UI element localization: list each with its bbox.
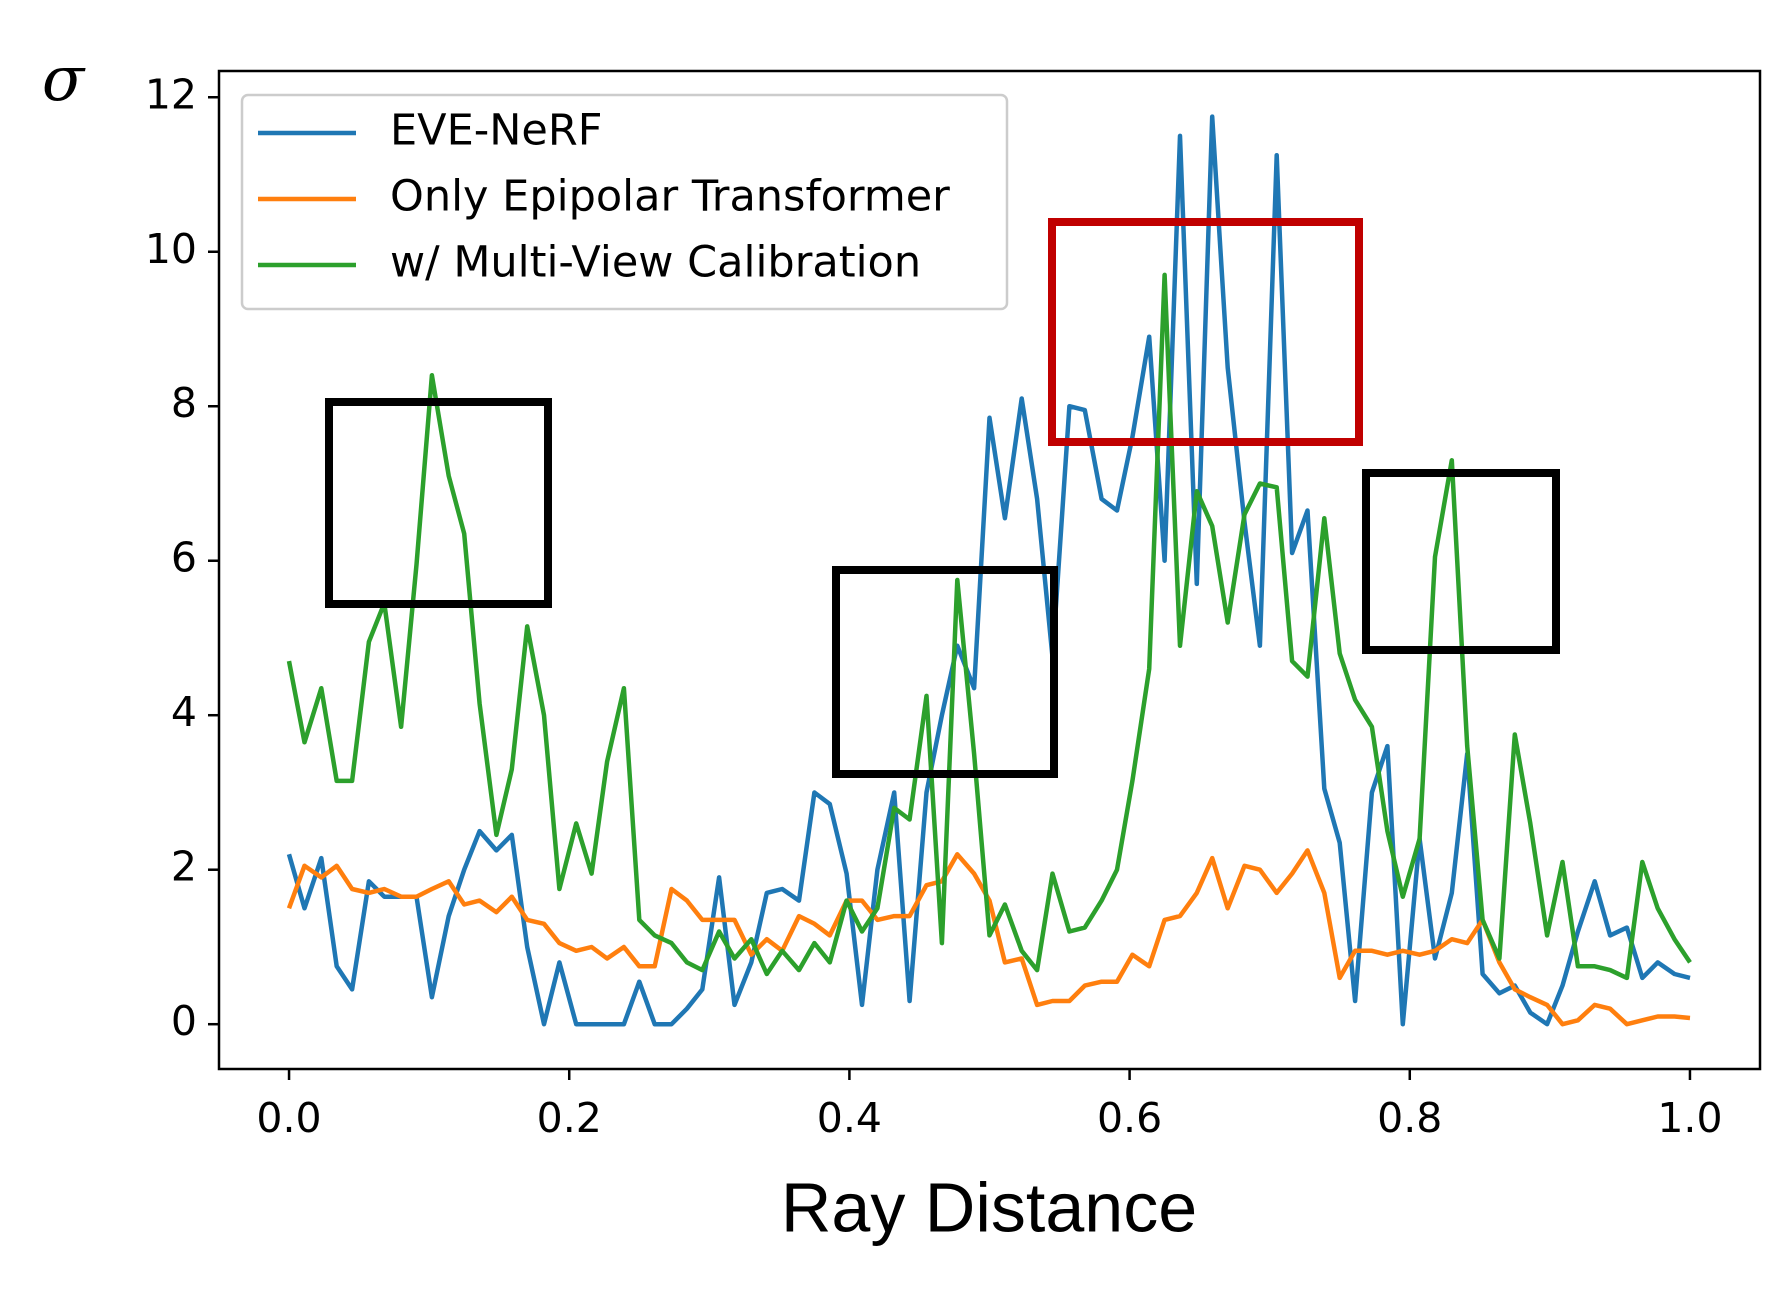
plot-area <box>286 114 1692 1027</box>
x-tick-label: 0.6 <box>1097 1094 1162 1142</box>
data-line <box>286 848 1691 1027</box>
x-axis-label: Ray Distance <box>781 1168 1197 1246</box>
y-tick-label: 8 <box>171 379 197 427</box>
legend-frame <box>240 93 1009 311</box>
highlight-box <box>832 566 1058 778</box>
y-tick-label: 6 <box>171 534 197 582</box>
y-tick-label: 12 <box>145 70 197 118</box>
highlight-box <box>1048 218 1363 446</box>
highlight-box <box>1362 469 1560 654</box>
legend-label: Only Epipolar Transformer <box>390 172 950 222</box>
x-tick-label: 1.0 <box>1657 1094 1722 1142</box>
y-tick-label: 2 <box>171 843 197 891</box>
x-tick-label: 0.2 <box>537 1094 602 1142</box>
axes-frame <box>217 69 1762 1071</box>
highlight-box <box>325 398 552 608</box>
legend: EVE-NeRF Only Epipolar Transformer w/ Mult… <box>240 93 1009 311</box>
y-axis-label: σ <box>42 42 86 115</box>
legend-label: w/ Multi-View Calibration <box>390 238 921 288</box>
legend-label: EVE-NeRF <box>390 106 603 156</box>
x-tick-label: 0.0 <box>256 1094 321 1142</box>
y-tick-label: 4 <box>171 688 197 736</box>
x-tick-label: 0.4 <box>817 1094 882 1142</box>
data-line <box>286 272 1692 981</box>
y-tick-label: 0 <box>171 997 197 1045</box>
x-tick-label: 0.8 <box>1377 1094 1442 1142</box>
y-tick-label: 10 <box>145 225 197 273</box>
